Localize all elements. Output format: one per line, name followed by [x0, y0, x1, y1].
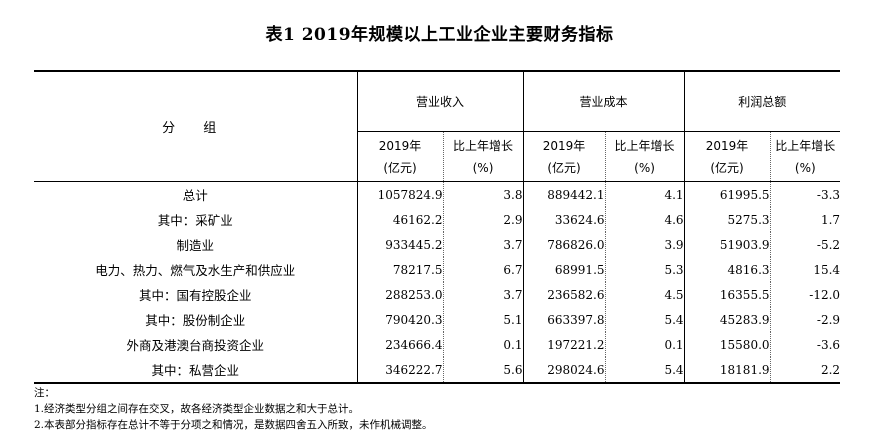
- table-row: 其中：采矿业 46162.2 2.9 33624.6 4.6 5275.3 1.…: [34, 207, 841, 232]
- metric-header-profit: 利润总额: [683, 70, 841, 132]
- profit-growth: 2.2: [769, 357, 841, 384]
- subheader-value-line2: (亿元): [383, 160, 417, 175]
- cost-value: 786826.0: [522, 232, 606, 257]
- revenue-growth: 3.8: [442, 181, 524, 207]
- cost-growth: 4.6: [604, 207, 685, 232]
- revenue-growth: 5.6: [442, 357, 524, 384]
- subheader-value-line1: 2019年: [378, 138, 422, 153]
- profit-value: 18181.9: [683, 357, 771, 384]
- row-category: 其中：采矿业: [157, 213, 233, 228]
- profit-growth: 1.7: [769, 207, 841, 232]
- revenue-growth: 2.9: [442, 207, 524, 232]
- subheader-cost-value: 2019年 (亿元): [522, 131, 606, 182]
- subheader-growth-line2: (%): [634, 160, 655, 175]
- table-row: 其中：国有控股企业 288253.0 3.7 236582.6 4.5 1635…: [34, 282, 841, 307]
- table-row: 电力、热力、燃气及水生产和供应业 78217.5 6.7 68991.5 5.3…: [34, 257, 841, 282]
- revenue-growth: 6.7: [442, 257, 524, 282]
- metric-header-cost: 营业成本: [522, 70, 685, 132]
- table-title: 表1 2019年规模以上工业企业主要财务指标: [265, 25, 614, 45]
- cost-value: 889442.1: [522, 181, 606, 207]
- subheader-value-line2: (亿元): [547, 160, 581, 175]
- subheader-growth-line1: 比上年增长: [775, 138, 836, 153]
- profit-value: 4816.3: [683, 257, 771, 282]
- revenue-growth: 3.7: [442, 232, 524, 257]
- subheader-value-line1: 2019年: [705, 138, 749, 153]
- table-row: 其中：股份制企业 790420.3 5.1 663397.8 5.4 45283…: [34, 307, 841, 332]
- cost-value: 236582.6: [522, 282, 606, 307]
- subheader-revenue-value: 2019年 (亿元): [356, 131, 443, 182]
- row-category: 其中：国有控股企业: [138, 288, 252, 303]
- financial-indicators-table: 分 组 营业收入 营业成本 利润总额 2019年 (亿元) 比上年增长 (%) …: [34, 70, 841, 384]
- profit-value: 51903.9: [683, 232, 771, 257]
- revenue-value: 933445.2: [356, 232, 443, 257]
- cost-growth: 3.9: [604, 232, 685, 257]
- table-row: 外商及港澳台商投资企业 234666.4 0.1 197221.2 0.1 15…: [34, 332, 841, 357]
- cost-value: 197221.2: [522, 332, 606, 357]
- cost-growth: 4.1: [604, 181, 685, 207]
- note-item: 1.经济类型分组之间存在交叉，故各经济类型企业数据之和大于总计。: [34, 403, 360, 415]
- cost-value: 68991.5: [522, 257, 606, 282]
- subheader-growth-line1: 比上年增长: [453, 138, 514, 153]
- profit-value: 61995.5: [683, 181, 771, 207]
- metric-header-revenue: 营业收入: [356, 70, 524, 132]
- cost-value: 663397.8: [522, 307, 606, 332]
- revenue-value: 234666.4: [356, 332, 443, 357]
- profit-growth: -5.2: [769, 232, 841, 257]
- table-notes: 注： 1.经济类型分组之间存在交叉，故各经济类型企业数据之和大于总计。 2.本表…: [34, 385, 433, 433]
- subheader-value-line1: 2019年: [542, 138, 586, 153]
- subheader-cost-growth: 比上年增长 (%): [604, 131, 685, 182]
- profit-value: 15580.0: [683, 332, 771, 357]
- cost-value: 33624.6: [522, 207, 606, 232]
- row-category: 其中：股份制企业: [145, 313, 246, 328]
- profit-value: 5275.3: [683, 207, 771, 232]
- cost-growth: 5.4: [604, 357, 685, 384]
- subheader-profit-growth: 比上年增长 (%): [769, 131, 841, 182]
- table-row: 总计 1057824.9 3.8 889442.1 4.1 61995.5 -3…: [34, 181, 841, 207]
- profit-growth: 15.4: [769, 257, 841, 282]
- profit-value: 16355.5: [683, 282, 771, 307]
- subheader-growth-line1: 比上年增长: [614, 138, 675, 153]
- cost-growth: 5.3: [604, 257, 685, 282]
- table-row: 制造业 933445.2 3.7 786826.0 3.9 51903.9 -5…: [34, 232, 841, 257]
- revenue-value: 790420.3: [356, 307, 443, 332]
- cost-growth: 0.1: [604, 332, 685, 357]
- row-category: 制造业: [176, 238, 214, 253]
- revenue-growth: 5.1: [442, 307, 524, 332]
- subheader-growth-line2: (%): [794, 160, 816, 175]
- revenue-value: 46162.2: [356, 207, 443, 232]
- note-item: 2.本表部分指标存在总计不等于分项之和情况，是数据四舍五入所致，未作机械调整。: [34, 419, 433, 431]
- table-row: 其中：私营企业 346222.7 5.6 298024.6 5.4 18181.…: [34, 357, 841, 384]
- group-column-header: 分 组: [34, 70, 357, 182]
- revenue-value: 346222.7: [356, 357, 443, 384]
- revenue-growth: 3.7: [442, 282, 524, 307]
- row-category: 电力、热力、燃气及水生产和供应业: [95, 263, 296, 278]
- row-category: 总计: [182, 188, 208, 203]
- subheader-value-line2: (亿元): [710, 160, 744, 175]
- cost-growth: 5.4: [604, 307, 685, 332]
- profit-value: 45283.9: [683, 307, 771, 332]
- revenue-growth: 0.1: [442, 332, 524, 357]
- subheader-growth-line2: (%): [472, 160, 494, 175]
- profit-growth: -3.6: [769, 332, 841, 357]
- profit-growth: -3.3: [769, 181, 841, 207]
- subheader-profit-value: 2019年 (亿元): [683, 131, 771, 182]
- revenue-value: 288253.0: [356, 282, 443, 307]
- notes-heading: 注：: [34, 387, 55, 399]
- cost-growth: 4.5: [604, 282, 685, 307]
- subheader-revenue-growth: 比上年增长 (%): [442, 131, 524, 182]
- profit-growth: -12.0: [769, 282, 841, 307]
- row-category: 外商及港澳台商投资企业: [126, 338, 264, 353]
- revenue-value: 1057824.9: [356, 181, 443, 207]
- row-category: 其中：私营企业: [34, 357, 357, 384]
- revenue-value: 78217.5: [356, 257, 443, 282]
- cost-value: 298024.6: [522, 357, 606, 384]
- profit-growth: -2.9: [769, 307, 841, 332]
